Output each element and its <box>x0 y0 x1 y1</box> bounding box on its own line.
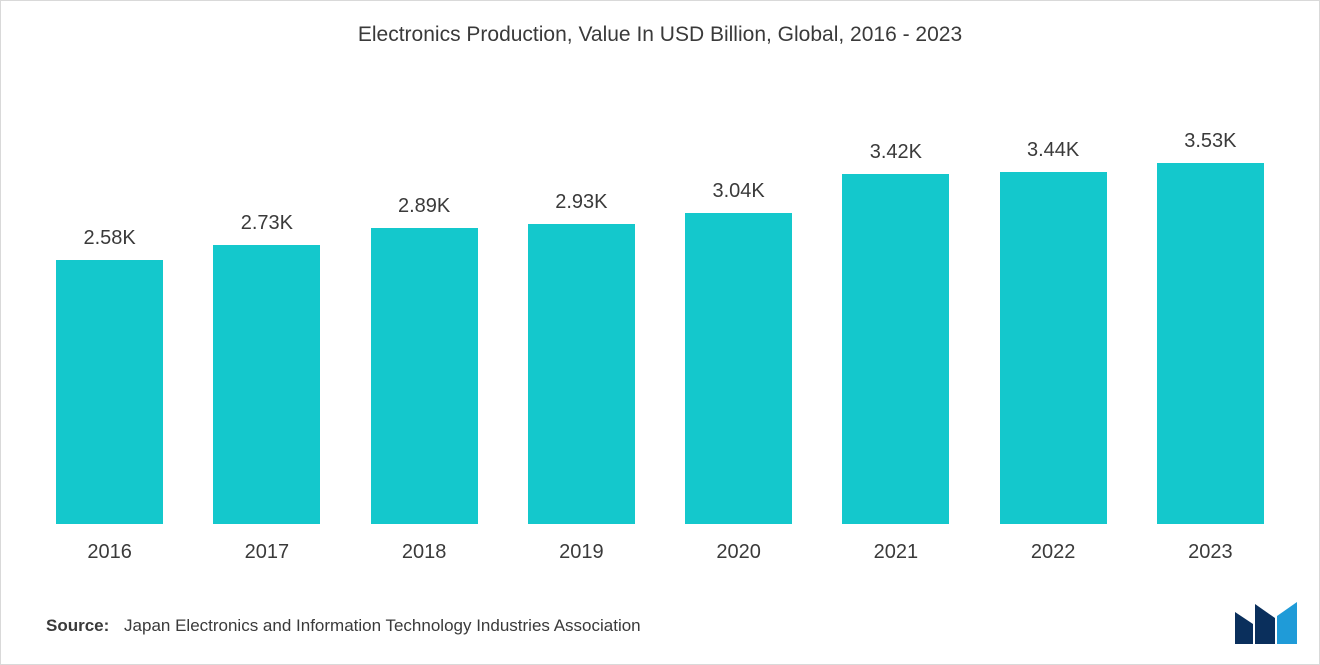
bar-value-label: 3.53K <box>1184 130 1236 153</box>
bar-value-label: 3.04K <box>712 180 764 203</box>
bar <box>685 213 792 524</box>
bar <box>528 224 635 524</box>
brand-logo-icon <box>1233 602 1299 646</box>
x-label: 2021 <box>817 541 974 564</box>
bar <box>371 228 478 524</box>
x-label: 2019 <box>503 541 660 564</box>
bar-value-label: 2.93K <box>555 191 607 214</box>
source-text: Japan Electronics and Information Techno… <box>124 616 641 635</box>
x-label: 2023 <box>1132 541 1289 564</box>
bar-value-label: 2.58K <box>83 227 135 250</box>
bar-slot: 3.53K <box>1132 81 1289 524</box>
bar-slot: 2.93K <box>503 81 660 524</box>
bar-value-label: 2.89K <box>398 195 450 218</box>
x-label: 2020 <box>660 541 817 564</box>
bar-slot: 2.89K <box>346 81 503 524</box>
chart-container: Electronics Production, Value In USD Bil… <box>0 0 1320 665</box>
bar-slot: 3.44K <box>975 81 1132 524</box>
bar <box>56 260 163 524</box>
bar <box>1157 163 1264 524</box>
bar-slot: 2.73K <box>188 81 345 524</box>
x-axis-labels: 2016 2017 2018 2019 2020 2021 2022 2023 <box>31 541 1289 564</box>
bar-value-label: 3.42K <box>870 141 922 164</box>
x-label: 2018 <box>346 541 503 564</box>
x-label: 2022 <box>975 541 1132 564</box>
bar-slot: 3.04K <box>660 81 817 524</box>
bar-slot: 2.58K <box>31 81 188 524</box>
source-label: Source: <box>46 616 109 635</box>
bar-value-label: 3.44K <box>1027 139 1079 162</box>
bar <box>842 174 949 524</box>
chart-title: Electronics Production, Value In USD Bil… <box>1 1 1319 47</box>
bar <box>1000 172 1107 524</box>
x-label: 2017 <box>188 541 345 564</box>
bar-slot: 3.42K <box>817 81 974 524</box>
bar-value-label: 2.73K <box>241 212 293 235</box>
source-line: Source: Japan Electronics and Informatio… <box>46 616 641 636</box>
bar <box>213 245 320 524</box>
x-label: 2016 <box>31 541 188 564</box>
plot-area: 2.58K 2.73K 2.89K 2.93K 3.04K 3.42K 3.44… <box>31 81 1289 524</box>
